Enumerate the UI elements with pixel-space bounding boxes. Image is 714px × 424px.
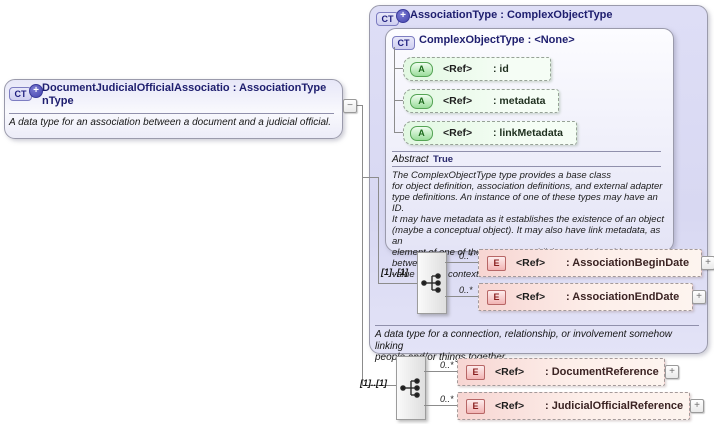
element-name: : JudicialOfficialReference	[545, 400, 684, 412]
attribute-ref: <Ref>	[443, 127, 473, 139]
connector-line	[362, 385, 396, 386]
connector-line	[356, 105, 362, 106]
divider	[392, 166, 661, 167]
connector-line	[362, 177, 378, 178]
association-type-description: A data type for a connection, relationsh…	[375, 329, 673, 363]
complex-object-type-documentation: The ComplexObjectType type provides a ba…	[392, 170, 664, 280]
divider	[392, 151, 661, 152]
sequence-compositor[interactable]	[417, 252, 447, 314]
plus-circle: +	[396, 9, 410, 23]
connector-line	[445, 262, 478, 263]
connector-line	[362, 105, 363, 386]
element-name: : AssociationBeginDate	[566, 257, 690, 269]
attribute-node-metadata[interactable]: A <Ref> : metadata	[403, 89, 559, 113]
occurrence-label: 0..*	[459, 251, 473, 261]
attribute-ref: <Ref>	[443, 63, 473, 75]
element-icon: E	[466, 398, 485, 414]
divider	[9, 113, 334, 114]
attribute-name: : metadata	[493, 95, 546, 107]
element-icon: E	[487, 289, 506, 305]
attribute-node-id[interactable]: A <Ref> : id	[403, 57, 551, 81]
element-icon: E	[466, 364, 485, 380]
element-ref: <Ref>	[495, 366, 525, 378]
attribute-icon: A	[410, 125, 433, 141]
attribute-icon: A	[410, 61, 433, 77]
cardinality-label: [1]..[1]	[381, 267, 408, 277]
connector-line	[424, 405, 457, 406]
ct-plus-icon: CT +	[9, 84, 43, 102]
connector-line	[424, 371, 457, 372]
element-node-judicial-official-reference[interactable]: E <Ref> : JudicialOfficialReference	[457, 392, 690, 420]
element-node-association-end-date[interactable]: E <Ref> : AssociationEndDate	[478, 283, 693, 311]
occurrence-label: 0..*	[459, 285, 473, 295]
collapse-button[interactable]: −	[343, 99, 357, 113]
left-box-description: A data type for an association between a…	[9, 117, 332, 128]
expand-button[interactable]: +	[701, 256, 714, 270]
connector-line	[394, 47, 395, 132]
element-ref: <Ref>	[516, 291, 546, 303]
occurrence-label: 0..*	[440, 394, 454, 404]
cardinality-label: [1]..[1]	[360, 378, 387, 388]
connector-line	[394, 68, 403, 69]
attribute-ref: <Ref>	[443, 95, 473, 107]
attribute-node-link-metadata[interactable]: A <Ref> : linkMetadata	[403, 121, 577, 145]
connector-line	[394, 132, 403, 133]
document-judicial-official-association-type-box[interactable]	[4, 79, 343, 139]
element-icon: E	[487, 255, 506, 271]
connector-line	[378, 283, 417, 284]
association-type-title: AssociationType : ComplexObjectType	[410, 9, 613, 21]
document-judicial-official-association-type-title: DocumentJudicialOfficialAssociatio : Ass…	[42, 82, 327, 107]
plus-circle: +	[29, 84, 43, 98]
attribute-name: : linkMetadata	[493, 127, 564, 139]
ct-icon: CT	[392, 33, 415, 51]
sequence-icon	[421, 273, 441, 293]
connector-line	[394, 100, 403, 101]
sequence-compositor[interactable]	[396, 356, 426, 420]
ct-plus-icon: CT +	[376, 9, 410, 27]
expand-button[interactable]: +	[692, 290, 706, 304]
element-name: : DocumentReference	[545, 366, 659, 378]
divider	[375, 325, 699, 326]
element-node-document-reference[interactable]: E <Ref> : DocumentReference	[457, 358, 665, 386]
expand-button[interactable]: +	[690, 399, 704, 413]
facet-value: True	[433, 154, 454, 165]
attribute-name: : id	[493, 63, 509, 75]
element-node-association-begin-date[interactable]: E <Ref> : AssociationBeginDate	[478, 249, 702, 277]
occurrence-label: 0..*	[440, 360, 454, 370]
element-ref: <Ref>	[495, 400, 525, 412]
connector-line	[445, 296, 478, 297]
expand-button[interactable]: +	[665, 365, 679, 379]
sequence-icon	[400, 378, 420, 398]
facet-label: Abstract	[392, 154, 429, 165]
attribute-icon: A	[410, 93, 433, 109]
complex-object-type-title: ComplexObjectType : <None>	[419, 34, 575, 46]
connector-line	[378, 177, 379, 284]
ct-chip: CT	[392, 36, 415, 50]
element-ref: <Ref>	[516, 257, 546, 269]
element-name: : AssociationEndDate	[566, 291, 680, 303]
